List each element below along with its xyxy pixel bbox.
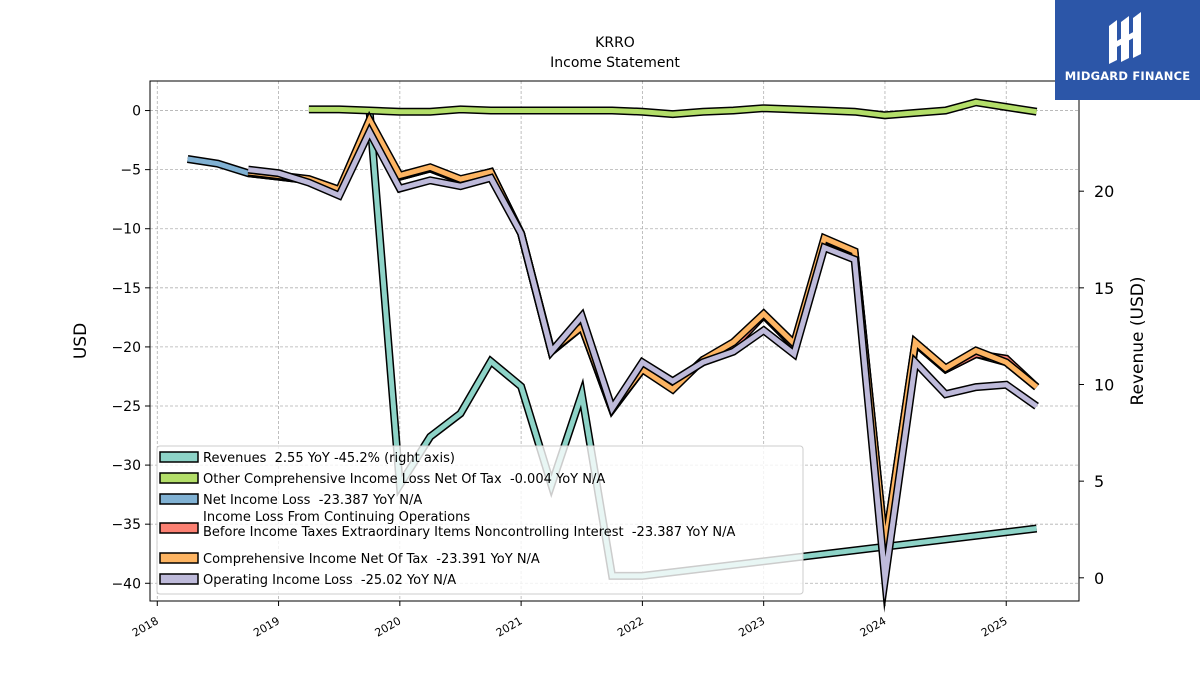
y-right-tick-label: 5 [1094, 472, 1104, 491]
legend-swatch [159, 472, 199, 484]
legend-swatch [159, 552, 199, 564]
legend-box [156, 445, 804, 595]
x-tick-label: 2023 [736, 614, 767, 639]
series-line [308, 99, 1037, 118]
y-right-tick-label: 10 [1094, 375, 1114, 394]
legend-label: Revenues 2.55 YoY -45.2% (right axis) [203, 451, 455, 466]
y-axis-label: USD [71, 323, 91, 359]
x-tick-label: 2022 [615, 614, 646, 639]
legend-label: Before Income Taxes Extraordinary Items … [203, 525, 736, 540]
y-tick-label: −30 [111, 458, 141, 474]
y-tick-label: −10 [111, 222, 141, 238]
y-tick-label: 0 [132, 104, 141, 120]
series-line [247, 126, 1039, 600]
legend-label: Income Loss From Continuing Operations [203, 510, 470, 525]
y-tick-label: −15 [111, 281, 141, 297]
legend-swatch [159, 493, 199, 505]
y-axis-right-label: Revenue (USD) [1128, 276, 1148, 405]
company-logo: MIDGARD FINANCE [1055, 0, 1200, 100]
chart-title: KRRO [595, 35, 635, 51]
y-right-tick-label: 15 [1094, 279, 1114, 298]
y-tick-label: −35 [111, 517, 141, 533]
legend: Revenues 2.55 YoY -45.2% (right axis) Oth… [156, 445, 804, 595]
y-right-tick-label: 20 [1094, 182, 1114, 201]
logo-text: MIDGARD FINANCE [1064, 69, 1191, 83]
logo-mark-icon [1109, 12, 1141, 64]
legend-swatch [159, 573, 199, 585]
x-tick-label: 2025 [979, 614, 1010, 639]
x-tick-label: 2020 [373, 614, 404, 639]
legend-label: Operating Income Loss -25.02 YoY N/A [203, 573, 456, 588]
legend-swatch [159, 451, 199, 463]
x-tick-label: 2021 [494, 614, 525, 639]
axes: 0 −5 −10 −15 −20 −25 −30 −35 −40 0 5 10 15 20 2018 2019… [111, 104, 1114, 640]
x-tick-label: 2019 [251, 614, 282, 639]
x-tick-label: 2024 [858, 614, 889, 639]
legend-label: Comprehensive Income Net Of Tax -23.391 … [203, 552, 540, 567]
y-tick-label: −5 [120, 163, 141, 179]
y-right-tick-label: 0 [1094, 569, 1104, 588]
y-tick-label: −20 [111, 340, 141, 356]
legend-label: Net Income Loss -23.387 YoY N/A [203, 493, 422, 508]
grid-lines [150, 81, 1079, 601]
plot-frame [149, 80, 1080, 602]
chart-subtitle: Income Statement [550, 55, 680, 71]
y-tick-label: −25 [111, 399, 141, 415]
x-tick-label: 2018 [130, 614, 161, 639]
legend-swatch [159, 522, 199, 534]
y-tick-label: −40 [111, 576, 141, 592]
legend-label: Other Comprehensive Income Loss Net Of T… [203, 472, 605, 487]
